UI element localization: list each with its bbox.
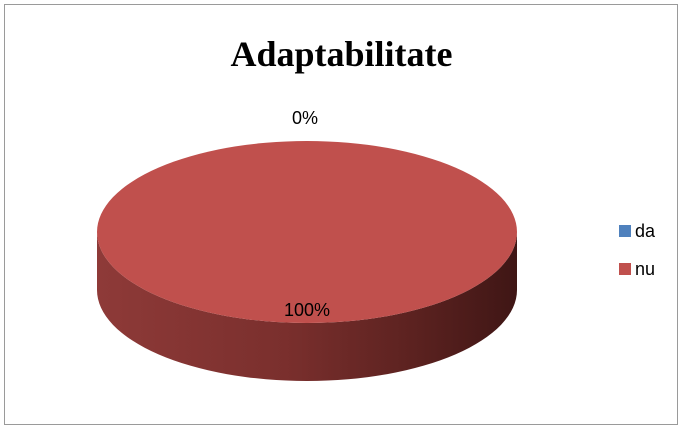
data-label-da: 0% <box>292 108 318 128</box>
legend-swatch-da <box>619 225 631 237</box>
pie-slice-nu <box>97 141 517 323</box>
legend-swatch-nu <box>619 263 631 275</box>
chart-title: Adaptabilitate <box>230 34 453 74</box>
legend-label-da: da <box>635 220 656 241</box>
data-label-nu: 100% <box>284 300 330 320</box>
legend-item-nu: nu <box>619 258 679 280</box>
chart-legend: da nu <box>619 220 679 296</box>
legend-label-nu: nu <box>635 258 656 279</box>
pie-slice-side-nu <box>97 232 517 381</box>
legend-item-da: da <box>619 220 679 242</box>
